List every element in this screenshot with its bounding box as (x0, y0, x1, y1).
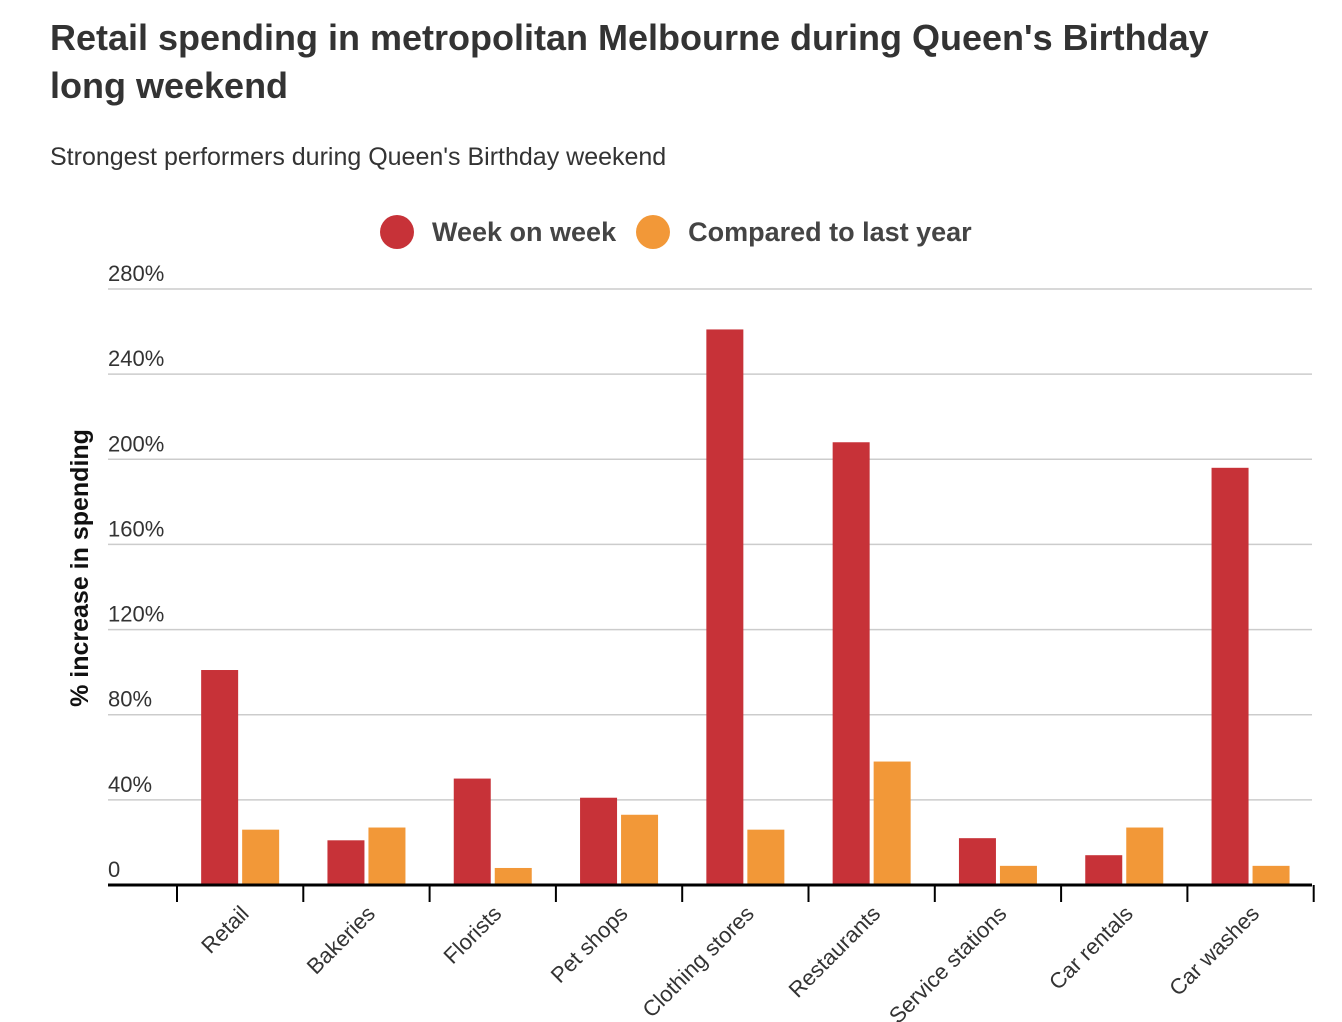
y-tick-label: 40% (108, 772, 152, 797)
x-tick-label: Restaurants (784, 901, 886, 1003)
y-tick-label: 280% (108, 261, 164, 286)
legend-swatch-compared-to-last-year (636, 215, 671, 249)
chart-legend: Week on week Compared to last year (380, 212, 992, 252)
bar (580, 797, 618, 885)
y-tick-label: 120% (108, 602, 164, 627)
bar (1211, 467, 1249, 885)
legend-label-week-on-week: Week on week (432, 216, 617, 247)
legend-item-week-on-week[interactable]: Week on week (380, 215, 616, 249)
x-tick-label: Bakeries (302, 901, 380, 979)
x-tick-label: Car rentals (1044, 901, 1138, 995)
bar (706, 329, 744, 885)
bar (368, 827, 406, 885)
bar (621, 814, 659, 885)
x-tick-label: Service stations (884, 901, 1011, 1022)
legend-label-compared-to-last-year: Compared to last year (688, 216, 972, 247)
bar (1085, 855, 1123, 885)
bar (201, 670, 239, 885)
y-tick-label: 160% (108, 516, 164, 541)
bar (1126, 827, 1164, 885)
x-tick-label: Pet shops (546, 901, 633, 988)
x-tick-label: Car washes (1164, 901, 1264, 1001)
bar (327, 840, 365, 885)
bar (958, 838, 996, 885)
bar (453, 778, 491, 885)
bar (747, 829, 785, 885)
bar (1252, 865, 1290, 885)
bar (999, 865, 1037, 885)
legend-item-compared-to-last-year[interactable]: Compared to last year (636, 215, 972, 249)
x-tick-label: Florists (438, 901, 506, 969)
y-tick-label: 200% (108, 431, 164, 456)
chart-title: Retail spending in metropolitan Melbourn… (50, 17, 1209, 106)
bar (832, 442, 870, 885)
y-tick-label: 0 (108, 857, 120, 882)
bar (494, 867, 532, 885)
x-tick-label: Clothing stores (637, 901, 758, 1022)
chart-subtitle: Strongest performers during Queen's Birt… (50, 143, 667, 171)
x-tick-label: Retail (196, 901, 253, 958)
bar (873, 761, 911, 885)
legend-swatch-week-on-week (380, 215, 414, 249)
y-tick-label: 80% (108, 687, 152, 712)
bar (242, 829, 280, 885)
y-tick-label: 240% (108, 346, 164, 371)
y-axis-label: % increase in spending (66, 429, 94, 707)
